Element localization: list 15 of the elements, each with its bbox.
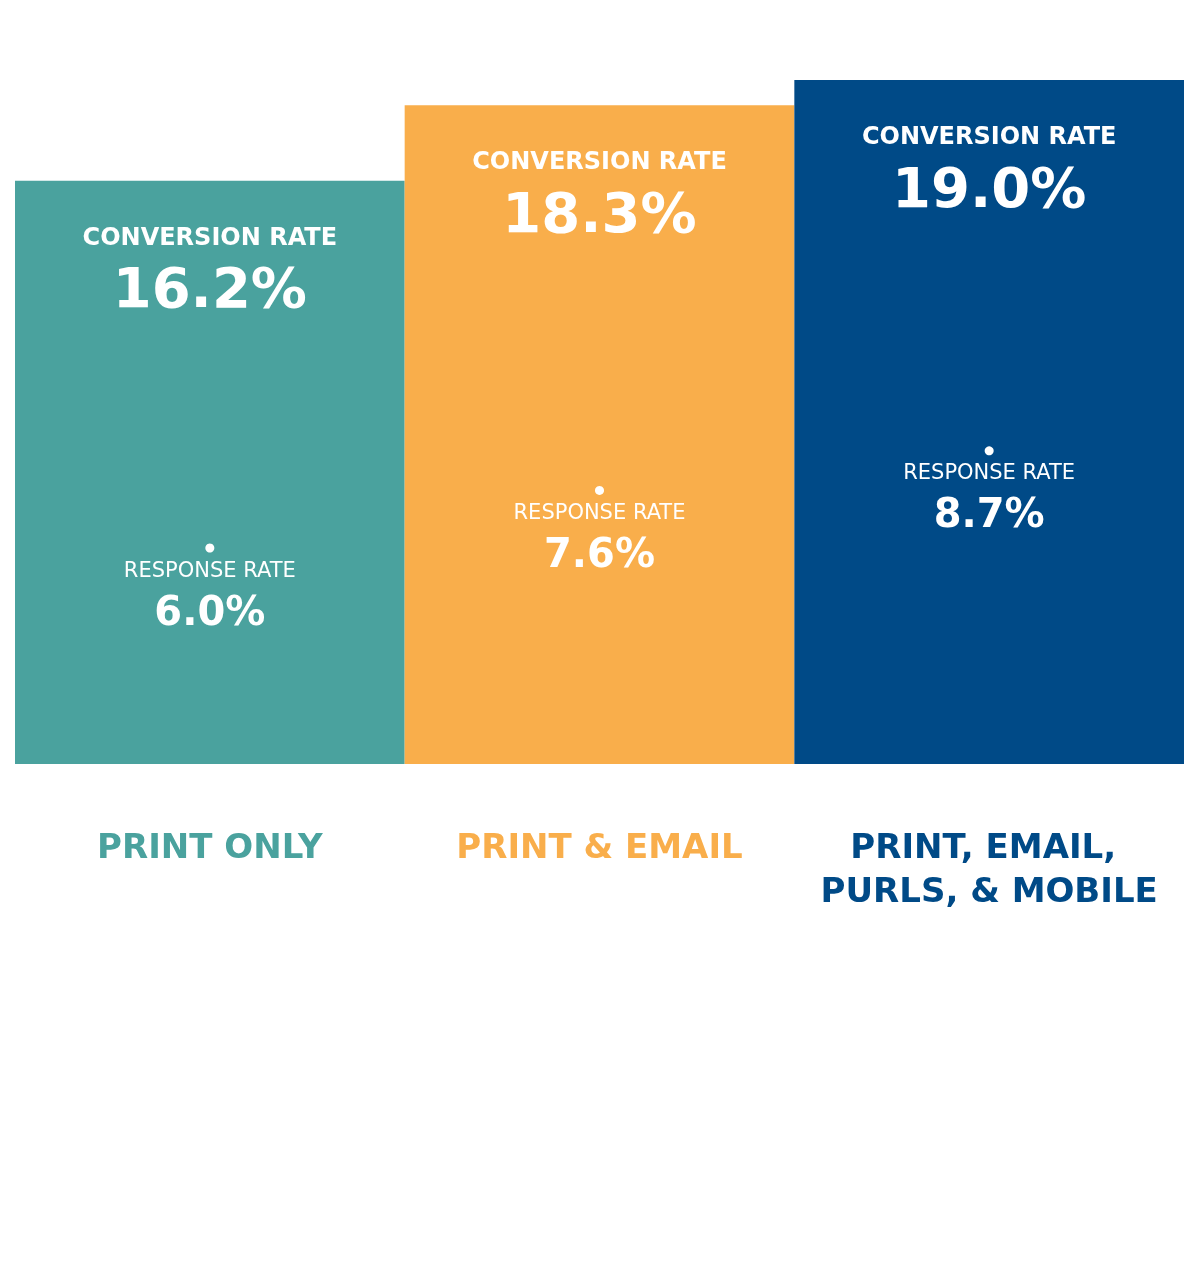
data-label: 7.6% — [544, 529, 655, 576]
x-tick-label: PRINT ONLY — [97, 826, 323, 866]
x-tick-label: PRINT & EMAIL — [456, 826, 743, 866]
text: CONVERSION RATE — [82, 222, 338, 251]
series-label: RESPONSE RATE — [513, 499, 686, 524]
data-label: 8.7% — [933, 490, 1045, 537]
data-label: 6.0% — [154, 587, 266, 634]
text: RESPONSE RATE — [123, 557, 296, 582]
series-label: CONVERSION RATE — [472, 147, 727, 176]
data-label: 19.0% — [892, 154, 1087, 220]
text: RESPONSE RATE — [903, 460, 1076, 485]
data-label: 16.2% — [112, 255, 307, 321]
text: CONVERSION RATE — [861, 122, 1117, 150]
data-label: 18.3% — [502, 179, 697, 245]
x-tick-label: PRINT, EMAIL, PURLS, & MOBILE — [820, 826, 1158, 910]
